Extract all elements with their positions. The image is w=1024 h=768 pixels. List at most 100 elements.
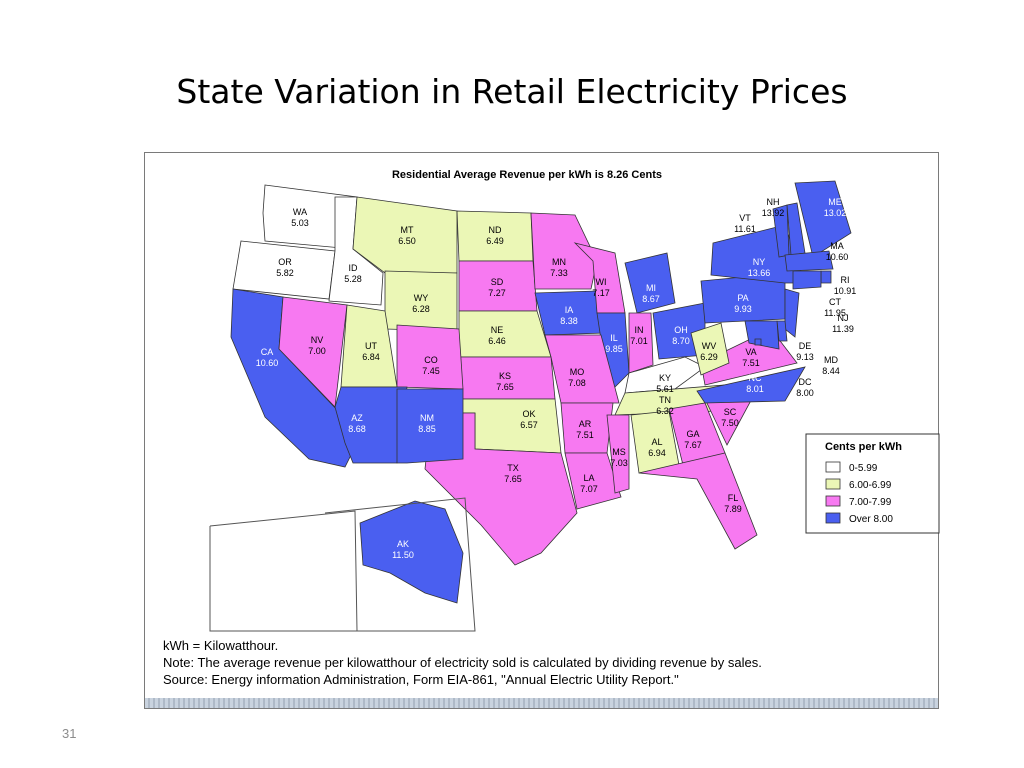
state-value-mt: 6.50 bbox=[398, 236, 416, 246]
state-value-sd: 7.27 bbox=[488, 288, 506, 298]
state-code-vt: VT bbox=[739, 213, 751, 223]
state-value-ri: 10.91 bbox=[834, 286, 857, 296]
state-nc bbox=[696, 366, 806, 404]
state-value-me: 13.02 bbox=[824, 208, 847, 218]
state-value-wa: 5.03 bbox=[291, 218, 309, 228]
state-code-mi: MI bbox=[646, 283, 656, 293]
hawaii-inset-box bbox=[209, 510, 358, 632]
state-value-mo: 7.08 bbox=[568, 378, 586, 388]
state-wa bbox=[262, 184, 358, 250]
state-value-va: 7.51 bbox=[742, 358, 760, 368]
state-value-nh: 13.92 bbox=[762, 208, 785, 218]
state-value-al: 6.94 bbox=[648, 448, 666, 458]
state-code-tx: TX bbox=[507, 463, 519, 473]
state-code-nm: NM bbox=[420, 413, 434, 423]
state-code-fl: FL bbox=[728, 493, 739, 503]
legend-label: 6.00-6.99 bbox=[849, 480, 892, 491]
state-value-ct: 11.95 bbox=[824, 308, 846, 318]
states-layer bbox=[228, 180, 852, 616]
state-code-la: LA bbox=[583, 473, 594, 483]
state-ct bbox=[792, 270, 822, 290]
state-code-al: AL bbox=[651, 437, 662, 447]
state-code-sc: SC bbox=[724, 407, 737, 417]
state-code-az: AZ bbox=[351, 413, 363, 423]
state-ri bbox=[820, 270, 832, 284]
state-value-mn: 7.33 bbox=[550, 268, 568, 278]
note-line: Note: The average revenue per kilowattho… bbox=[163, 655, 762, 670]
state-code-ut: UT bbox=[365, 341, 377, 351]
state-code-ms: MS bbox=[612, 447, 626, 457]
state-ms bbox=[606, 414, 630, 494]
note-line: Source: Energy information Administratio… bbox=[163, 672, 679, 687]
state-value-dc: 8.00 bbox=[796, 388, 814, 398]
state-code-or: OR bbox=[278, 257, 292, 267]
state-value-wv: 6.29 bbox=[700, 352, 718, 362]
state-code-ma: MA bbox=[830, 241, 844, 251]
state-code-ky: KY bbox=[659, 373, 671, 383]
state-value-la: 7.07 bbox=[580, 484, 598, 494]
us-price-map: Residential Average Revenue per kWh is 8… bbox=[209, 169, 940, 632]
state-value-il: 9.85 bbox=[605, 344, 623, 354]
state-code-nv: NV bbox=[311, 335, 324, 345]
state-nm bbox=[396, 388, 464, 464]
state-mi bbox=[624, 252, 676, 314]
state-code-oh: OH bbox=[674, 325, 688, 335]
state-code-de: DE bbox=[799, 341, 812, 351]
state-fl bbox=[638, 452, 758, 550]
map-bottom-strip bbox=[145, 698, 938, 708]
state-code-ia: IA bbox=[565, 305, 574, 315]
state-code-wy: WY bbox=[414, 293, 429, 303]
state-value-vt: 11.61 bbox=[734, 224, 756, 234]
state-code-tn: TN bbox=[659, 395, 671, 405]
legend-swatch bbox=[825, 478, 841, 490]
state-value-tn: 6.32 bbox=[656, 406, 674, 416]
state-value-pa: 9.93 bbox=[734, 304, 752, 314]
map-title: Residential Average Revenue per kWh is 8… bbox=[392, 169, 662, 181]
state-code-in: IN bbox=[635, 325, 644, 335]
state-value-nm: 8.85 bbox=[418, 424, 436, 434]
state-value-de: 9.13 bbox=[796, 352, 814, 362]
alaska-inset-box bbox=[324, 497, 476, 632]
state-value-wy: 6.28 bbox=[412, 304, 430, 314]
slide-title: State Variation in Retail Electricity Pr… bbox=[176, 72, 848, 111]
state-code-sd: SD bbox=[491, 277, 504, 287]
state-value-az: 8.68 bbox=[348, 424, 366, 434]
legend: Cents per kWh 0-5.99 6.00-6.99 7.00-7.99 Ov… bbox=[805, 433, 940, 534]
state-value-ar: 7.51 bbox=[576, 430, 594, 440]
state-code-va: VA bbox=[745, 347, 756, 357]
state-code-ct: CT bbox=[829, 297, 841, 307]
state-value-ne: 6.46 bbox=[488, 336, 506, 346]
state-code-mt: MT bbox=[401, 225, 414, 235]
state-value-sc: 7.50 bbox=[721, 418, 739, 428]
state-value-id: 5.28 bbox=[344, 274, 362, 284]
state-value-nd: 6.49 bbox=[486, 236, 504, 246]
state-ne bbox=[458, 310, 552, 358]
state-code-me: ME bbox=[828, 197, 842, 207]
state-code-dc: DC bbox=[799, 377, 812, 387]
state-code-ks: KS bbox=[499, 371, 511, 381]
state-nj bbox=[784, 288, 800, 338]
state-code-id: ID bbox=[349, 263, 359, 273]
state-value-ms: 7.03 bbox=[610, 458, 628, 468]
state-code-nc: NC bbox=[749, 373, 762, 383]
state-value-ca: 10.60 bbox=[256, 358, 279, 368]
state-value-ia: 8.38 bbox=[560, 316, 578, 326]
slide-number: 31 bbox=[62, 726, 77, 741]
state-code-ri: RI bbox=[841, 275, 850, 285]
legend-items: 0-5.99 6.00-6.99 7.00-7.99 Over 8.00 bbox=[825, 461, 893, 525]
state-value-tx: 7.65 bbox=[504, 474, 522, 484]
legend-swatch bbox=[825, 512, 841, 524]
state-code-nj: NJ bbox=[838, 313, 849, 323]
legend-swatch bbox=[825, 461, 841, 473]
state-code-nd: ND bbox=[489, 225, 502, 235]
state-value-nv: 7.00 bbox=[308, 346, 326, 356]
state-value-md: 8.44 bbox=[822, 366, 840, 376]
legend-label: 7.00-7.99 bbox=[849, 497, 892, 508]
state-value-in: 7.01 bbox=[630, 336, 648, 346]
state-code-ne: NE bbox=[491, 325, 504, 335]
state-ak bbox=[359, 500, 464, 604]
state-code-wi: WI bbox=[596, 277, 607, 287]
state-code-ok: OK bbox=[522, 409, 535, 419]
state-value-fl: 7.89 bbox=[724, 504, 742, 514]
state-value-ks: 7.65 bbox=[496, 382, 514, 392]
